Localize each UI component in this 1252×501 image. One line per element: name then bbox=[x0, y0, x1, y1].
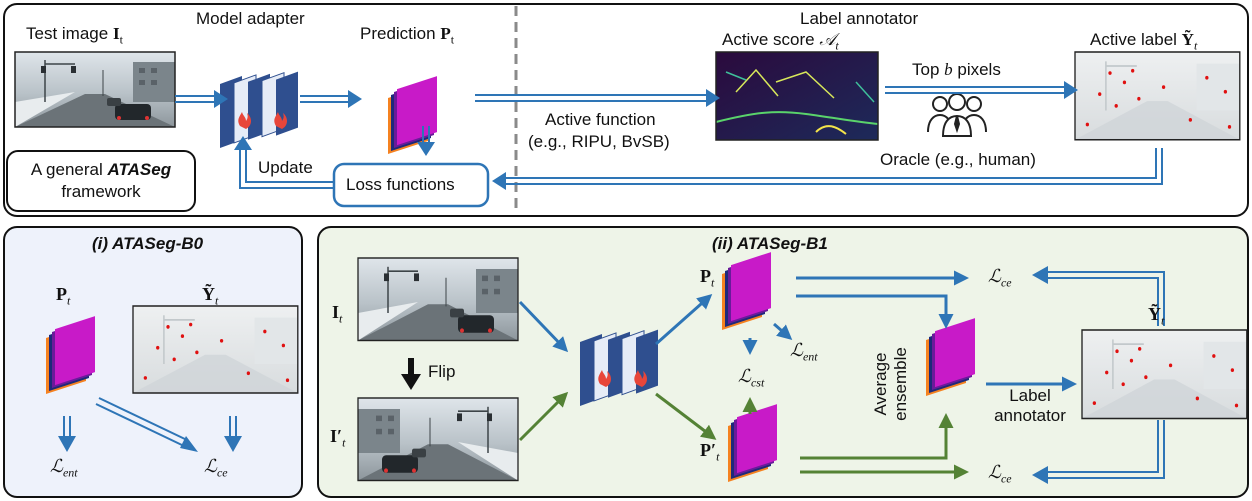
b1-L-cst-symbol: ℒ bbox=[738, 366, 751, 386]
top-b-tail: pixels bbox=[952, 60, 1001, 79]
prediction-text: Prediction bbox=[360, 24, 441, 43]
b0-L-ent-symbol: ℒ bbox=[50, 456, 63, 476]
active-score-label: Active score 𝒜t bbox=[722, 30, 839, 53]
b1-L-ce-bot-symbol: ℒ bbox=[988, 462, 1001, 482]
b0-Y-sub: t bbox=[215, 293, 219, 308]
active-function-example: (e.g., RIPU, BvSB) bbox=[528, 132, 670, 151]
b0-title: (i) ATASeg-B0 bbox=[92, 234, 204, 253]
b1-I-prime-symbol: I′ bbox=[330, 426, 343, 446]
b1-I-prime-label: I′t bbox=[330, 426, 345, 451]
b1-P-symbol: P bbox=[700, 266, 711, 286]
loss-functions-box bbox=[332, 162, 490, 208]
general-framework-box: A general ATASeg framework bbox=[6, 150, 196, 212]
b1-label-annotator-label: Label annotator bbox=[986, 386, 1074, 426]
b1-title: (ii) ATASeg-B1 bbox=[712, 234, 828, 253]
framework-panel bbox=[3, 3, 1249, 217]
average-ensemble-label: Average ensemble bbox=[868, 332, 914, 436]
general-text: A general bbox=[30, 160, 108, 179]
b1-I-symbol: I bbox=[332, 302, 340, 322]
b0-L-ce-sub: ce bbox=[216, 465, 228, 480]
b1-Y-sub: t bbox=[1161, 313, 1165, 328]
prediction-label: Prediction Pt bbox=[360, 24, 454, 47]
active-score-sub: t bbox=[835, 38, 839, 53]
b1-label-image bbox=[1081, 329, 1248, 420]
general-bold: ATASeg bbox=[107, 160, 172, 179]
test-image-label: Test image It bbox=[26, 24, 123, 47]
active-label-sub: t bbox=[1193, 38, 1198, 53]
b1-Y-label: Ỹt bbox=[1148, 304, 1164, 329]
b1-I-sub: t bbox=[339, 311, 343, 326]
active-label-label: Active label Ỹt bbox=[1090, 30, 1197, 53]
b0-L-ent-sub: ent bbox=[62, 465, 78, 480]
b1-P-prime-sub: t bbox=[716, 449, 720, 464]
b0-label-image bbox=[132, 305, 299, 394]
active-label-image bbox=[1074, 51, 1241, 141]
b1-input-image bbox=[357, 257, 519, 342]
top-b-label: Top b pixels bbox=[912, 60, 1001, 80]
active-label-text: Active label bbox=[1090, 30, 1182, 49]
b0-L-ent: ℒent bbox=[50, 456, 78, 481]
b1-I-prime-sub: t bbox=[342, 435, 346, 450]
b0-Y-symbol: Ỹ bbox=[202, 284, 215, 304]
b0-P-sub: t bbox=[67, 293, 71, 308]
top-b-text: Top bbox=[912, 60, 945, 79]
b1-P-sub: t bbox=[711, 275, 715, 290]
ensemble-text: ensemble bbox=[891, 347, 910, 421]
prediction-symbol: P bbox=[440, 24, 451, 43]
b0-Y-label: Ỹt bbox=[202, 284, 218, 309]
b0-L-ce-symbol: ℒ bbox=[204, 456, 217, 476]
b1-L-cst: ℒcst bbox=[738, 366, 764, 391]
b1-L-ce-top: ℒce bbox=[988, 266, 1012, 291]
active-label-symbol: Ỹ bbox=[1181, 30, 1194, 49]
b1-flipped-image bbox=[357, 397, 519, 482]
flip-label: Flip bbox=[428, 362, 456, 381]
b1-L-ent-sub: ent bbox=[802, 349, 818, 364]
b1-L-ent-symbol: ℒ bbox=[790, 340, 803, 360]
general-framework-text: framework bbox=[61, 182, 141, 201]
test-image bbox=[14, 51, 176, 128]
prediction-sub: t bbox=[450, 32, 455, 47]
b1-L-ent: ℒent bbox=[790, 340, 818, 365]
label-text: Label bbox=[1009, 386, 1051, 405]
model-adapter-label: Model adapter bbox=[196, 9, 305, 28]
average-text: Average bbox=[871, 352, 890, 416]
active-score-map bbox=[715, 51, 879, 141]
test-image-text: Test image bbox=[26, 24, 113, 43]
b1-prediction-top bbox=[722, 252, 771, 330]
b1-Y-symbol: Ỹ bbox=[1148, 304, 1161, 324]
b1-P-label: Pt bbox=[700, 266, 714, 291]
b1-P-prime-label: P′t bbox=[700, 440, 719, 465]
b0-L-ce: ℒce bbox=[204, 456, 228, 481]
active-score-text: Active score bbox=[722, 30, 820, 49]
b0-prediction-stack bbox=[46, 316, 95, 394]
test-image-sub: t bbox=[119, 32, 123, 47]
b0-P-symbol: P bbox=[56, 284, 67, 304]
active-score-symbol: 𝒜 bbox=[819, 30, 836, 49]
b1-L-ce-top-sub: ce bbox=[1000, 275, 1012, 290]
b1-prediction-bottom bbox=[728, 404, 777, 482]
top-b-var: b bbox=[944, 60, 953, 79]
b1-model-stack bbox=[579, 329, 659, 407]
annotator-text: annotator bbox=[994, 406, 1066, 425]
b1-L-ce-top-symbol: ℒ bbox=[988, 266, 1001, 286]
model-adapter-stack bbox=[219, 71, 299, 149]
oracle-label: Oracle (e.g., human) bbox=[880, 150, 1036, 169]
b1-I-label: It bbox=[332, 302, 342, 327]
loss-functions-label: Loss functions bbox=[346, 175, 455, 194]
b0-P-label: Pt bbox=[56, 284, 70, 309]
b1-L-ce-bot-sub: ce bbox=[1000, 471, 1012, 486]
test-image-symbol: I bbox=[112, 24, 120, 43]
b1-ensemble-stack bbox=[926, 318, 975, 396]
b1-P-prime-symbol: P′ bbox=[700, 440, 717, 460]
oracle-people-icon bbox=[927, 93, 987, 137]
label-annotator-title: Label annotator bbox=[800, 9, 919, 28]
update-label: Update bbox=[258, 158, 313, 177]
b1-L-cst-sub: cst bbox=[750, 375, 765, 390]
b1-L-ce-bot: ℒce bbox=[988, 462, 1012, 487]
down-arrow-icon bbox=[401, 358, 421, 390]
active-function-label: Active function bbox=[545, 110, 656, 129]
